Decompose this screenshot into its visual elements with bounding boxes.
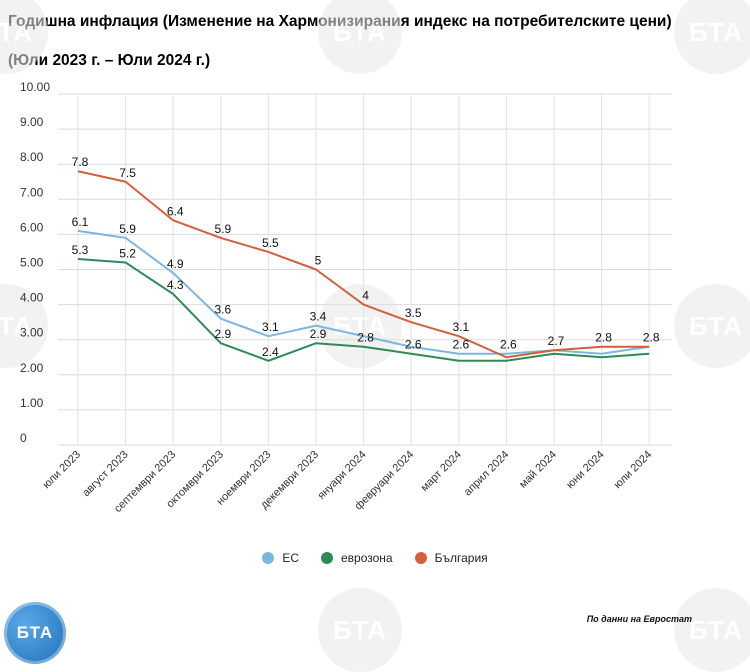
y-tick-label: 10.00 — [20, 80, 50, 94]
legend-label-bulgaria: България — [435, 551, 488, 565]
data-label: 2.4 — [262, 345, 279, 359]
data-label: 4.9 — [167, 257, 184, 271]
y-tick-label: 4.00 — [20, 291, 44, 305]
data-label: 2.6 — [405, 338, 422, 352]
data-label: 6.4 — [167, 204, 184, 218]
y-tick-label: 6.00 — [20, 220, 44, 234]
data-label: 5.3 — [72, 243, 89, 257]
data-label: 2.8 — [643, 331, 660, 345]
data-label: 3.1 — [262, 320, 279, 334]
y-tick-label: 8.00 — [20, 150, 44, 164]
data-label: 3.1 — [452, 320, 469, 334]
y-tick-label: 2.00 — [20, 361, 44, 375]
legend-item-eurozone[interactable]: еврозона — [321, 551, 393, 565]
legend-swatch-eu — [262, 552, 274, 564]
x-tick-label: август 2023 — [80, 449, 131, 500]
x-tick-label: април 2024 — [462, 449, 512, 499]
data-label: 2.9 — [214, 327, 231, 341]
x-tick-label: юни 2024 — [564, 449, 606, 491]
source-note: По данни на Евростат — [587, 614, 692, 624]
data-label: 5.9 — [119, 222, 136, 236]
data-label: 2.9 — [310, 327, 327, 341]
data-label: 5.5 — [262, 236, 279, 250]
data-label: 7.8 — [72, 155, 89, 169]
legend-swatch-eurozone — [321, 552, 333, 564]
data-label: 5 — [315, 254, 322, 268]
data-label: 2.7 — [548, 334, 565, 348]
x-tick-label: март 2024 — [419, 449, 464, 494]
y-tick-label: 1.00 — [20, 396, 44, 410]
x-tick-label: май 2024 — [517, 449, 559, 491]
y-tick-label: 3.00 — [20, 326, 44, 340]
data-label: 2.6 — [452, 338, 469, 352]
data-label: 7.5 — [119, 166, 136, 180]
legend-swatch-bulgaria — [415, 552, 427, 564]
x-tick-label: юли 2024 — [612, 449, 655, 492]
data-label: 3.4 — [310, 310, 327, 324]
y-tick-label: 7.00 — [20, 185, 44, 199]
data-label: 3.6 — [214, 303, 231, 317]
data-label: 2.6 — [500, 338, 517, 352]
data-label: 2.8 — [357, 331, 374, 345]
data-label: 3.5 — [405, 306, 422, 320]
data-label: 4 — [362, 289, 369, 303]
data-label: 6.1 — [72, 215, 89, 229]
legend-item-eu[interactable]: ЕС — [262, 551, 299, 565]
y-tick-label: 5.00 — [20, 256, 44, 270]
legend-label-eu: ЕС — [282, 551, 299, 565]
bta-logo: БТА — [4, 602, 66, 664]
chart-legend: ЕС еврозона България — [0, 551, 750, 565]
x-tick-label: януари 2024 — [315, 449, 368, 502]
y-tick-label: 9.00 — [20, 115, 44, 129]
data-label: 5.2 — [119, 246, 136, 260]
legend-item-bulgaria[interactable]: България — [415, 551, 488, 565]
x-tick-label: юли 2023 — [41, 449, 84, 492]
data-label: 2.8 — [595, 331, 612, 345]
data-label: 4.3 — [167, 278, 184, 292]
y-tick-label: 0 — [20, 431, 27, 445]
legend-label-eurozone: еврозона — [341, 551, 393, 565]
data-label: 5.9 — [214, 222, 231, 236]
